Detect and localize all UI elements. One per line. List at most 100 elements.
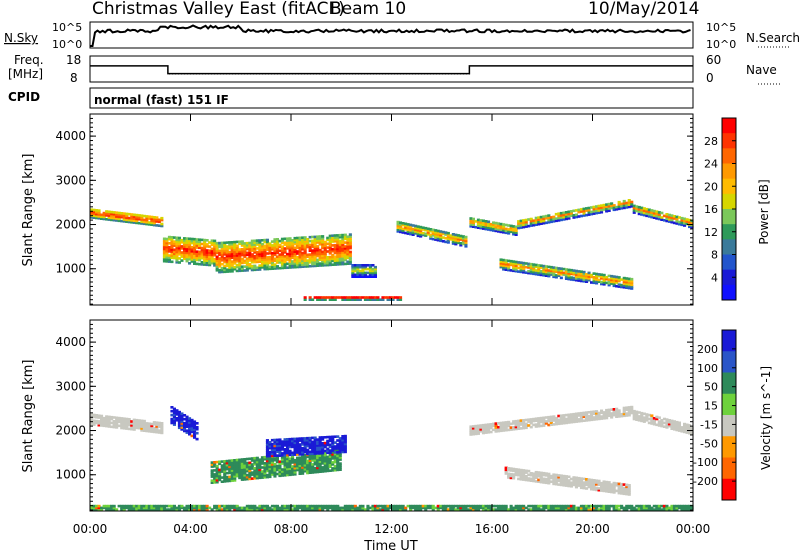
- heatmap-cell: [318, 450, 322, 453]
- heatmap-cell: [429, 228, 433, 231]
- heatmap-cell: [296, 447, 300, 450]
- heatmap-cell: [557, 268, 561, 272]
- heatmap-cell: [328, 263, 332, 267]
- heatmap-cell: [263, 474, 267, 477]
- heatmap-cell: [253, 475, 257, 478]
- heatmap-cell: [286, 463, 290, 467]
- heatmap-cell: [333, 451, 337, 454]
- heatmap-cell: [522, 478, 526, 481]
- heatmap-cell: [306, 438, 310, 442]
- heatmap-cell: [562, 504, 566, 508]
- freq-tick-low: 8: [70, 71, 78, 85]
- heatmap-cell: [253, 477, 257, 480]
- heatmap-cell: [426, 504, 430, 508]
- heatmap-cell: [102, 211, 106, 215]
- heatmap-cell: [514, 266, 518, 269]
- heatmap-cell: [306, 263, 310, 266]
- heatmap-cell: [225, 459, 229, 463]
- heatmap-cell: [220, 270, 224, 274]
- heatmap-cell: [250, 504, 254, 508]
- heatmap-cell: [577, 273, 581, 277]
- heatmap-cell: [240, 242, 244, 245]
- heatmap-cell: [228, 459, 232, 463]
- heatmap-cell: [630, 508, 634, 511]
- heatmap-cell: [293, 260, 297, 263]
- heatmap-cell: [677, 220, 681, 224]
- heatmap-cell: [170, 250, 174, 253]
- heatmap-cell: [502, 225, 506, 228]
- heatmap-cell: [544, 267, 548, 270]
- heatmap-cell: [296, 261, 300, 265]
- heatmap-cell: [338, 450, 342, 454]
- heatmap-cell: [409, 225, 413, 229]
- heatmap-cell: [512, 260, 516, 263]
- heatmap-cell: [627, 487, 631, 491]
- heatmap-cell: [635, 418, 639, 421]
- heatmap-cell: [522, 271, 526, 274]
- heatmap-cell: [464, 241, 468, 244]
- heatmap-cell: [632, 508, 636, 511]
- heatmap-cell: [579, 274, 583, 277]
- heatmap-cell: [338, 462, 342, 465]
- heatmap-cell: [273, 454, 277, 457]
- heatmap-cell: [552, 480, 556, 484]
- heatmap-cell: [597, 415, 601, 419]
- heatmap-cell: [685, 425, 689, 428]
- heatmap-cell: [690, 426, 694, 430]
- heatmap-cell: [150, 428, 154, 431]
- heatmap-cell: [657, 215, 661, 219]
- heatmap-cell: [306, 450, 310, 454]
- heatmap-cell: [270, 454, 274, 458]
- heatmap-cell: [291, 459, 295, 462]
- heatmap-cell: [323, 258, 327, 261]
- heatmap-cell: [205, 243, 209, 246]
- heatmap-cell: [137, 221, 141, 225]
- heatmap-cell: [308, 438, 312, 442]
- heatmap-cell: [162, 251, 166, 255]
- heatmap-cell: [532, 223, 536, 227]
- heatmap-cell: [210, 257, 214, 261]
- heatmap-cell: [223, 264, 227, 268]
- heatmap-cell: [225, 247, 229, 250]
- heatmap-cell: [351, 264, 355, 267]
- colorbar-swatch: [722, 393, 736, 416]
- heatmap-cell: [557, 475, 561, 479]
- heatmap-cell: [311, 258, 315, 262]
- heatmap-cell: [504, 223, 508, 227]
- heatmap-cell: [650, 213, 654, 217]
- heatmap-cell: [366, 296, 370, 299]
- heatmap-cell: [273, 240, 277, 243]
- heatmap-cell: [142, 421, 146, 425]
- heatmap-cell: [529, 268, 533, 272]
- heatmap-cell: [233, 459, 237, 462]
- heatmap-cell: [559, 476, 563, 479]
- heatmap-cell: [183, 247, 187, 250]
- heatmap-cell: [321, 254, 325, 257]
- heatmap-cell: [177, 246, 181, 250]
- heatmap-cell: [245, 469, 249, 473]
- heatmap-cell: [268, 459, 272, 462]
- heatmap-cell: [554, 266, 558, 270]
- heatmap-cell: [278, 438, 282, 441]
- heatmap-cell: [532, 419, 536, 423]
- heatmap-cell: [682, 504, 686, 508]
- n-search-label: N.Search: [746, 31, 800, 45]
- heatmap-cell: [120, 424, 124, 428]
- heatmap-cell: [474, 506, 478, 510]
- heatmap-cell: [243, 245, 247, 249]
- heatmap-cell: [431, 230, 435, 233]
- heatmap-cell: [492, 227, 496, 230]
- heatmap-cell: [627, 485, 631, 489]
- heatmap-cell: [416, 227, 420, 230]
- heatmap-cell: [323, 246, 327, 250]
- heatmap-cell: [323, 467, 327, 471]
- heatmap-cell: [667, 422, 671, 426]
- heatmap-cell: [328, 257, 332, 261]
- heatmap-cell: [286, 241, 290, 244]
- heatmap-cell: [509, 422, 513, 426]
- heatmap-cell: [275, 255, 279, 258]
- heatmap-cell: [145, 220, 149, 224]
- heatmap-cell: [504, 472, 508, 475]
- heatmap-cell: [549, 423, 553, 426]
